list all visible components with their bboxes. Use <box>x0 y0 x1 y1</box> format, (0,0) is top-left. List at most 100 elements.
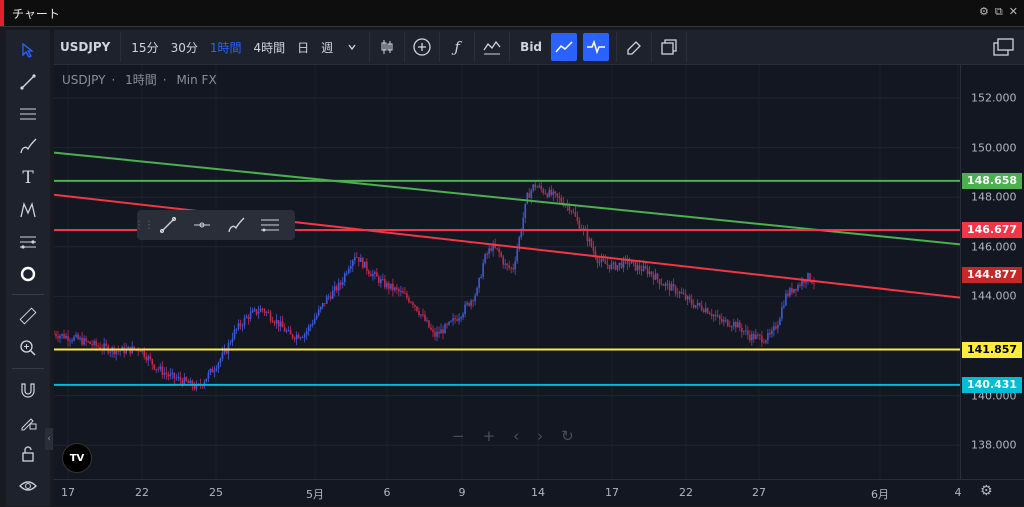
popout-icon[interactable]: ⧉ <box>994 5 1003 18</box>
scroll-right-icon[interactable]: › <box>537 427 544 445</box>
zoom-in-icon[interactable] <box>12 334 44 362</box>
trend-line-icon[interactable] <box>151 212 185 238</box>
pulse-icon[interactable] <box>583 33 610 61</box>
candle <box>402 291 404 294</box>
candle <box>223 349 226 353</box>
line-chart-icon[interactable] <box>551 33 578 61</box>
candle <box>676 293 679 295</box>
candle <box>442 329 444 334</box>
brush-icon[interactable] <box>12 132 44 160</box>
interval-15m[interactable]: 15分 <box>131 40 159 55</box>
candle <box>161 366 164 375</box>
candle <box>600 258 603 263</box>
candlestick-icon[interactable] <box>374 33 400 61</box>
candle <box>630 261 633 264</box>
symbol-search[interactable]: USDJPY <box>60 40 111 54</box>
indicators-fx-icon[interactable]: ƒ <box>454 38 460 56</box>
candle <box>370 274 372 277</box>
fib-retracement-icon[interactable] <box>12 100 44 128</box>
interval-1h[interactable]: 1時間 <box>209 40 242 55</box>
candle <box>696 302 699 306</box>
copy-layout-icon[interactable] <box>656 33 682 61</box>
pattern-icon[interactable] <box>12 196 44 224</box>
candle <box>763 342 765 344</box>
interval-4h[interactable]: 4時間 <box>253 40 286 55</box>
candle <box>724 319 727 321</box>
candle <box>329 296 332 299</box>
x-tick-label: 9 <box>458 486 466 499</box>
interval-week[interactable]: 週 <box>321 40 334 55</box>
candle <box>255 309 258 314</box>
candle <box>414 304 416 307</box>
candle <box>785 293 787 306</box>
candle <box>167 374 170 377</box>
price-axis[interactable]: 152.000 150.000 148.000 146.000 144.000 140.0… <box>960 65 1024 479</box>
candle <box>668 283 671 291</box>
eraser-icon[interactable] <box>621 33 647 61</box>
candle <box>233 329 236 339</box>
fib-lines-icon[interactable] <box>253 212 287 238</box>
zoom-out-icon[interactable]: − <box>452 427 465 445</box>
magnet-icon[interactable] <box>12 376 44 404</box>
y-tick-label: 148.000 <box>971 190 1017 204</box>
candle <box>592 246 595 251</box>
candle <box>237 323 240 329</box>
tradingview-logo[interactable]: TV <box>62 443 92 473</box>
candle <box>263 309 266 313</box>
settings-icon[interactable]: ⚙ <box>979 5 989 18</box>
candle <box>767 332 769 341</box>
candle <box>203 381 206 386</box>
price-line-label: 148.658 <box>962 172 1022 189</box>
price-type-bid[interactable]: Bid <box>520 40 543 54</box>
unlock-icon[interactable] <box>12 440 44 468</box>
toolbar-divider <box>120 32 122 62</box>
chart-pane[interactable]: USDJPY · 1時間 · Min FX ⋮⋮ − + ‹ › ↻ <box>54 65 1024 506</box>
circle-icon[interactable] <box>12 260 44 288</box>
toolbar-divider <box>12 294 44 295</box>
templates-icon[interactable] <box>479 33 505 61</box>
price-plot[interactable] <box>54 65 960 479</box>
eye-icon[interactable] <box>12 472 44 500</box>
interval-day[interactable]: 日 <box>297 40 310 55</box>
candle <box>640 269 643 272</box>
gear-icon[interactable]: ⚙ <box>980 483 993 499</box>
candle <box>632 261 635 263</box>
interval-30m[interactable]: 30分 <box>170 40 198 55</box>
ruler-icon[interactable] <box>12 302 44 330</box>
candle <box>426 320 428 322</box>
measure-lines-icon[interactable] <box>12 228 44 256</box>
chevron-down-icon[interactable] <box>339 33 365 61</box>
candle <box>706 308 709 314</box>
toolbar-divider <box>686 32 688 62</box>
candle <box>205 378 208 382</box>
scroll-left-icon[interactable]: ‹ <box>513 427 520 445</box>
zoom-in-icon[interactable]: + <box>482 427 496 445</box>
candle <box>482 263 484 277</box>
candle <box>728 326 731 327</box>
horizontal-ray-icon[interactable] <box>185 212 219 238</box>
candle <box>153 364 156 370</box>
layout-manager-icon[interactable] <box>990 33 1018 61</box>
candle <box>809 273 811 282</box>
lock-drawing-icon[interactable] <box>12 408 44 436</box>
x-tick-label: 5月 <box>306 488 324 501</box>
drag-handle-icon[interactable]: ⋮⋮ <box>134 219 154 231</box>
trend-line-icon[interactable] <box>12 68 44 96</box>
candle <box>622 258 625 268</box>
collapse-toolbar-button[interactable]: ‹ <box>45 428 53 450</box>
brush-icon[interactable] <box>219 212 253 238</box>
candle <box>105 343 107 346</box>
text-tool-icon[interactable]: T <box>22 168 34 188</box>
compare-add-icon[interactable] <box>409 33 435 61</box>
candle <box>171 372 174 374</box>
candle <box>464 304 466 315</box>
candle <box>307 326 310 332</box>
floating-drawing-toolbar: ⋮⋮ <box>134 210 295 240</box>
toolbar-divider <box>651 32 653 62</box>
close-icon[interactable]: ✕ <box>1008 5 1018 18</box>
price-line-label: 144.877 <box>962 266 1022 283</box>
reset-icon[interactable]: ↻ <box>561 427 574 445</box>
candle <box>67 335 69 341</box>
time-axis[interactable]: 17 22 25 5月 6 9 14 17 22 27 6月 4 <box>54 479 1024 507</box>
cursor-icon[interactable] <box>12 36 44 64</box>
